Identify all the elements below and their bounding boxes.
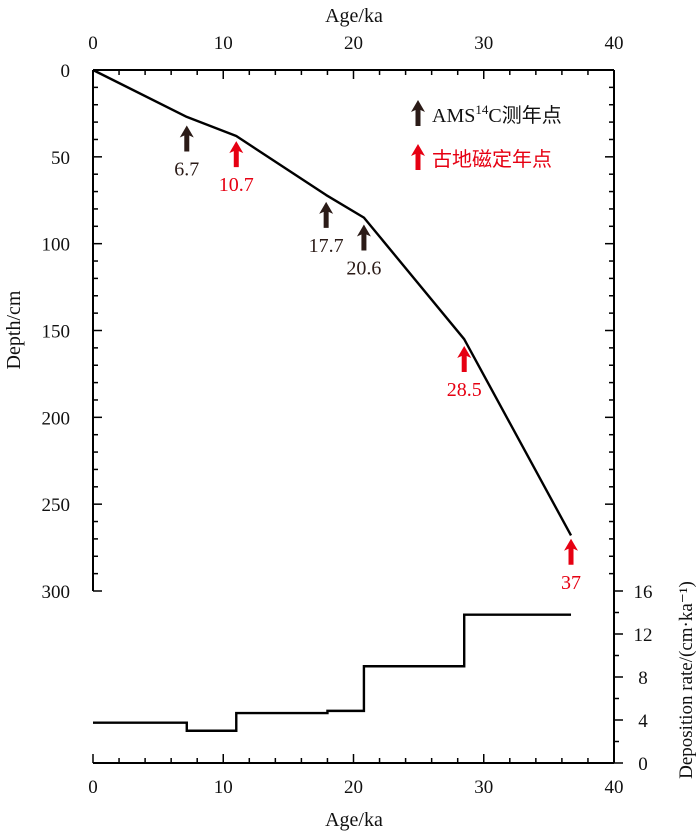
right-y-tick-label: 12 <box>634 625 653 646</box>
left-y-axis-title: Depth/cm <box>3 290 25 369</box>
series <box>92 68 573 732</box>
deposition-rate-step-line <box>93 613 572 732</box>
right-y-tick-label: 16 <box>634 582 653 603</box>
age-depth-line <box>92 68 573 537</box>
ams-arrow-icon <box>356 224 371 251</box>
dating-point-label: 6.7 <box>174 158 199 180</box>
top-x-tick-label: 10 <box>214 33 233 54</box>
top-x-tick-label: 40 <box>605 33 624 54</box>
left-y-tick-label: 0 <box>61 61 71 82</box>
bottom-x-tick-label: 20 <box>344 777 363 798</box>
dating-point-label: 20.6 <box>346 257 381 279</box>
legend-paleomag-label: 古地磁定年点 <box>432 148 552 171</box>
legend-ams-label: AMS14C测年点 <box>432 102 562 127</box>
dating-point-label: 17.7 <box>309 235 344 257</box>
dating-point-label: 37 <box>561 572 581 594</box>
dating-point-label: 10.7 <box>219 174 254 196</box>
left-y-tick-label: 50 <box>51 148 70 169</box>
right-y-tick-label: 8 <box>638 668 648 689</box>
bottom-x-tick-label: 30 <box>474 777 493 798</box>
right-y-axis-title: Deposition rate/(cm·ka⁻¹) <box>676 581 697 779</box>
bottom-x-axis-title: Age/ka <box>325 809 383 831</box>
paleomag-arrow-icon <box>457 346 472 373</box>
dating-point-label: 28.5 <box>447 379 482 401</box>
bottom-x-tick-label: 40 <box>605 777 624 798</box>
left-y-tick-label: 250 <box>42 495 71 516</box>
left-y-tick-label: 300 <box>42 582 71 603</box>
right-y-tick-label: 0 <box>638 754 648 775</box>
top-x-tick-label: 20 <box>344 33 363 54</box>
bottom-x-tick-label: 10 <box>214 777 233 798</box>
top-x-tick-label: 30 <box>474 33 493 54</box>
ams-arrow-icon <box>319 201 334 228</box>
legend-paleomag-arrow-icon <box>411 144 425 170</box>
left-y-tick-label: 100 <box>42 235 71 256</box>
left-y-tick-label: 200 <box>42 408 71 429</box>
paleomag-arrow-icon <box>564 538 579 565</box>
ams-arrow-icon <box>179 125 194 152</box>
paleomag-arrow-icon <box>229 141 244 168</box>
right-y-tick-label: 4 <box>638 711 648 732</box>
top-x-axis-title: Age/ka <box>325 5 383 27</box>
legend-ams-arrow-icon <box>411 100 425 126</box>
axes: 0 10 20 30 40 0 10 20 30 40 0 50 100 150 200 250 300 0 4 8 1… <box>42 33 698 798</box>
bottom-x-tick-label: 0 <box>88 777 98 798</box>
dating-markers: 6.7 10.7 17.720.6 28.5 37 <box>174 125 581 594</box>
left-y-tick-label: 150 <box>42 322 71 343</box>
top-x-tick-label: 0 <box>88 33 98 54</box>
